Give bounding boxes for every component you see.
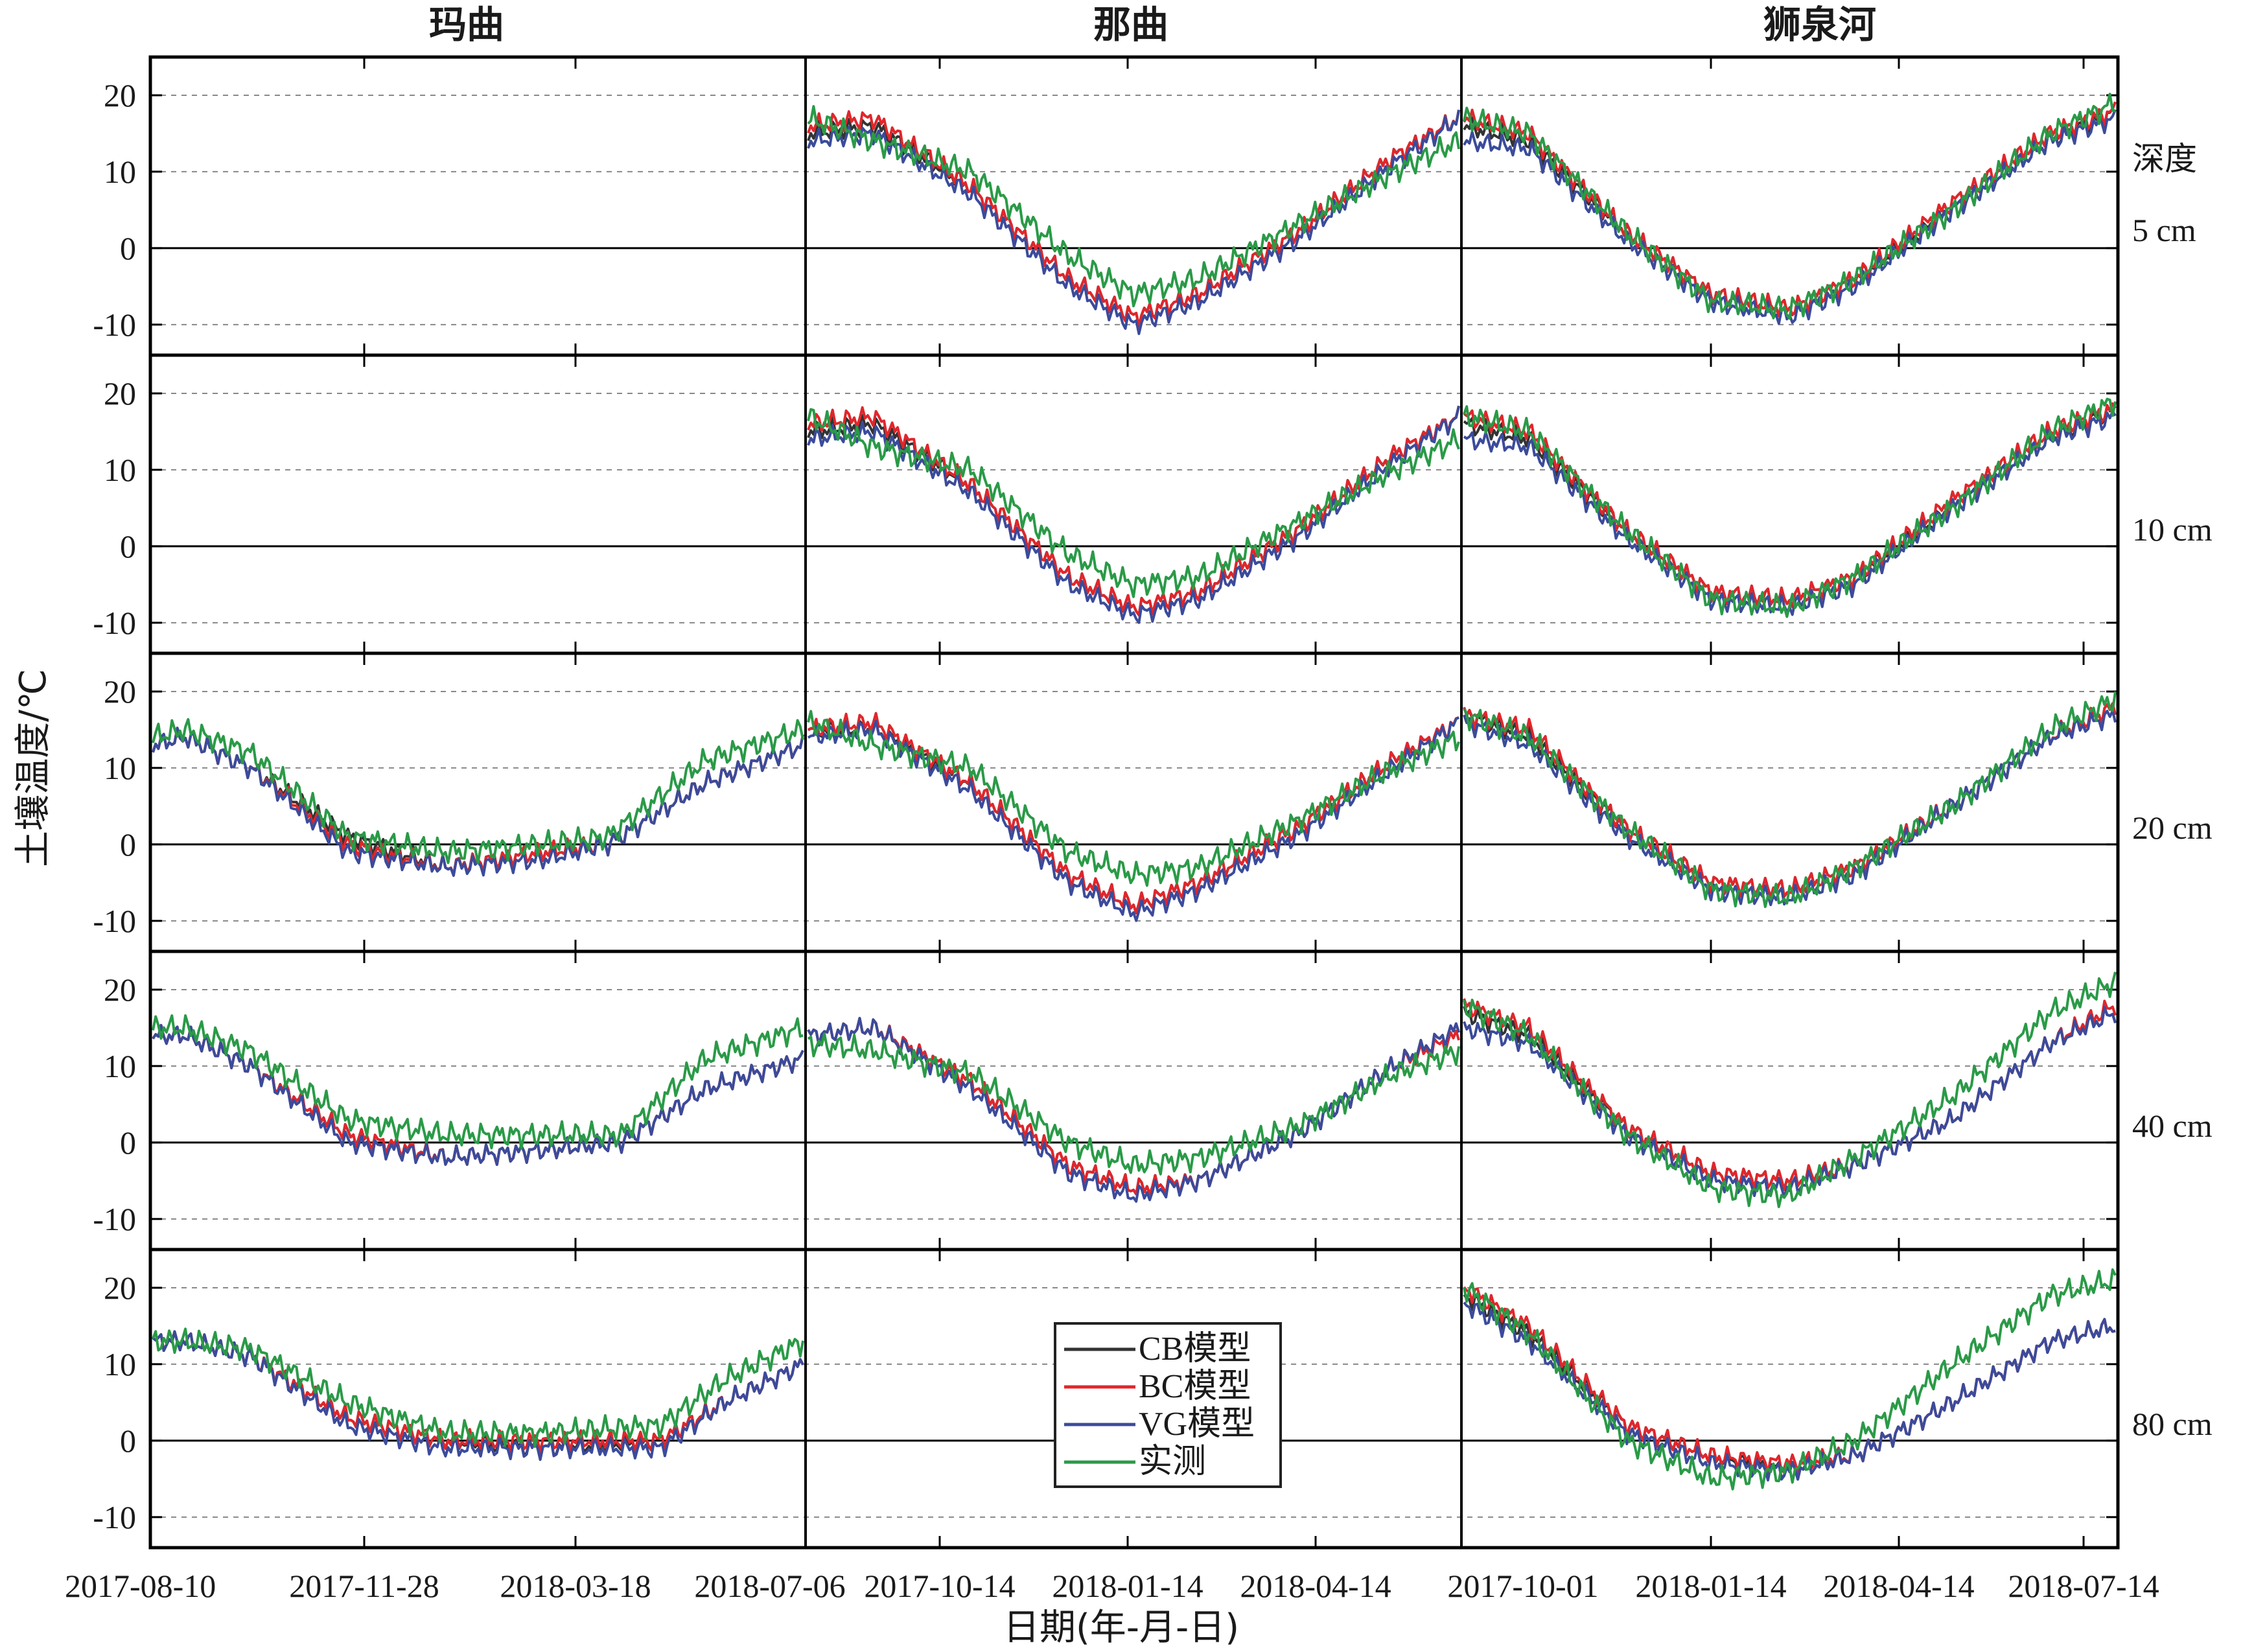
- x-axis-title: 日期(年-月-日): [1003, 1607, 1239, 1649]
- series-line-bc: [807, 712, 1459, 914]
- series-line-vg: [152, 1023, 804, 1166]
- y-tick-label: 10: [104, 452, 136, 488]
- panel-frame: [148, 949, 2120, 1251]
- series-line-obs: [1463, 93, 2116, 320]
- series-line-obs: [807, 710, 1460, 887]
- legend-label-obs: 实测: [1139, 1443, 1206, 1480]
- y-tick-label: 0: [120, 1124, 136, 1161]
- panel-12: [152, 1327, 804, 1461]
- x-tick-label: 2017-11-28: [289, 1568, 439, 1604]
- depth-label-10cm: 10 cm: [2132, 511, 2213, 548]
- x-tick-label: 2018-01-14: [1635, 1568, 1786, 1604]
- x-tick-label: 2018-07-06: [694, 1568, 845, 1604]
- panel-8: [1463, 691, 2117, 909]
- x-tick-label: 2018-04-14: [1823, 1568, 1974, 1604]
- y-tick-label: -10: [93, 1201, 136, 1237]
- y-tick-label: 0: [120, 1423, 136, 1459]
- panels-layer: -10 0 10 20 -10 0 10 20 -10 0 10 20 -10 0 10 20 -10 0 10 20: [93, 57, 2118, 1548]
- panel-2: [1463, 93, 2117, 325]
- panel-4: [807, 405, 1460, 624]
- series-line-obs: [1463, 691, 2117, 909]
- series-line-cb: [1463, 702, 2117, 899]
- y-axis-title: 土壤温度/℃: [12, 669, 54, 867]
- y-tick-label: 10: [104, 750, 136, 786]
- depth-label-40cm: 40 cm: [2132, 1108, 2213, 1144]
- y-tick-label: 20: [104, 673, 136, 710]
- series-line-bc: [1463, 402, 2117, 609]
- y-tick-label: -10: [93, 903, 136, 939]
- panel-14: [1463, 1268, 2117, 1491]
- panel-11: [1463, 971, 2117, 1209]
- series-line-vg: [1463, 709, 2117, 907]
- series-line-obs: [807, 1032, 1460, 1176]
- x-tick-label: 2018-01-14: [1052, 1568, 1203, 1604]
- depth-label-80cm: 80 cm: [2132, 1406, 2213, 1442]
- y-tick-label: -10: [93, 1499, 136, 1535]
- y-tick-label: 10: [104, 1346, 136, 1382]
- x-tick-label: 2018-07-14: [2008, 1568, 2159, 1604]
- column-title-maqu: 玛曲: [429, 3, 504, 47]
- x-tick-label: 2017-08-10: [65, 1568, 216, 1604]
- series-line-vg: [807, 1017, 1460, 1203]
- series-line-vg: [807, 110, 1460, 335]
- y-tick-label: -10: [93, 307, 136, 343]
- series-line-cb: [1463, 1294, 2116, 1481]
- y-tick-label: 10: [104, 1048, 136, 1084]
- depth-label-5cm: 5 cm: [2132, 212, 2196, 248]
- series-line-vg: [1463, 1006, 2117, 1199]
- series-line-bc: [807, 405, 1460, 616]
- series-line-obs: [152, 1327, 804, 1448]
- series-line-cb: [1463, 1006, 2117, 1191]
- x-tick-label: 2017-10-14: [864, 1568, 1015, 1604]
- series-line-obs: [1463, 971, 2117, 1209]
- legend: CB模型 BC模型 VG模型 实测: [1054, 1322, 1282, 1488]
- y-tick-label: -10: [93, 605, 136, 641]
- series-line-bc: [1463, 702, 2117, 899]
- y-tick-label: 0: [120, 528, 136, 564]
- frame-layer: [148, 55, 2120, 1550]
- x-tick-label: 2018-04-14: [1240, 1568, 1391, 1604]
- panel-10: [807, 1017, 1460, 1203]
- panel-5: [1463, 397, 2117, 618]
- panel-9: [152, 1014, 804, 1166]
- y-tick-label: 20: [104, 77, 136, 113]
- series-line-bc: [807, 110, 1460, 328]
- y-tick-label: 0: [120, 230, 136, 266]
- series-line-vg: [1463, 109, 2117, 325]
- y-tick-label: 10: [104, 154, 136, 190]
- x-tick-label: 2018-03-18: [500, 1568, 651, 1604]
- series-line-cb: [1463, 101, 2117, 318]
- column-title-naqu: 那曲: [1093, 3, 1168, 47]
- series-line-bc: [1463, 101, 2117, 318]
- legend-label-vg: VG模型: [1139, 1406, 1255, 1443]
- depth-header: 深度: [2132, 141, 2197, 177]
- series-line-vg: [152, 1330, 804, 1461]
- legend-label-cb: CB模型: [1139, 1331, 1251, 1367]
- series-line-obs: [1463, 397, 2117, 618]
- series-line-obs: [807, 105, 1460, 308]
- column-title-shiquanhe: 狮泉河: [1763, 3, 1876, 47]
- series-line-vg: [807, 716, 1459, 922]
- y-tick-label: 20: [104, 971, 136, 1008]
- series-line-vg: [1463, 410, 2117, 616]
- y-tick-label: 20: [104, 1270, 136, 1306]
- panel-1: [807, 105, 1460, 335]
- y-tick-label: 20: [104, 375, 136, 412]
- panel-frame: [148, 1248, 2120, 1550]
- legend-label-bc: BC模型: [1139, 1368, 1251, 1405]
- series-line-obs: [1463, 1268, 2117, 1491]
- panel-7: [807, 710, 1460, 922]
- series-line-obs: [152, 717, 804, 865]
- series-line-cb: [1463, 402, 2117, 609]
- panel-6: [152, 717, 804, 877]
- series-line-vg: [1463, 1301, 2116, 1482]
- y-tick-label: 0: [120, 826, 136, 863]
- series-line-obs: [807, 408, 1460, 598]
- x-tick-label: 2017-10-01: [1447, 1568, 1598, 1604]
- series-line-bc: [1463, 998, 2117, 1191]
- depth-label-20cm: 20 cm: [2132, 809, 2213, 846]
- series-line-obs: [152, 1014, 804, 1150]
